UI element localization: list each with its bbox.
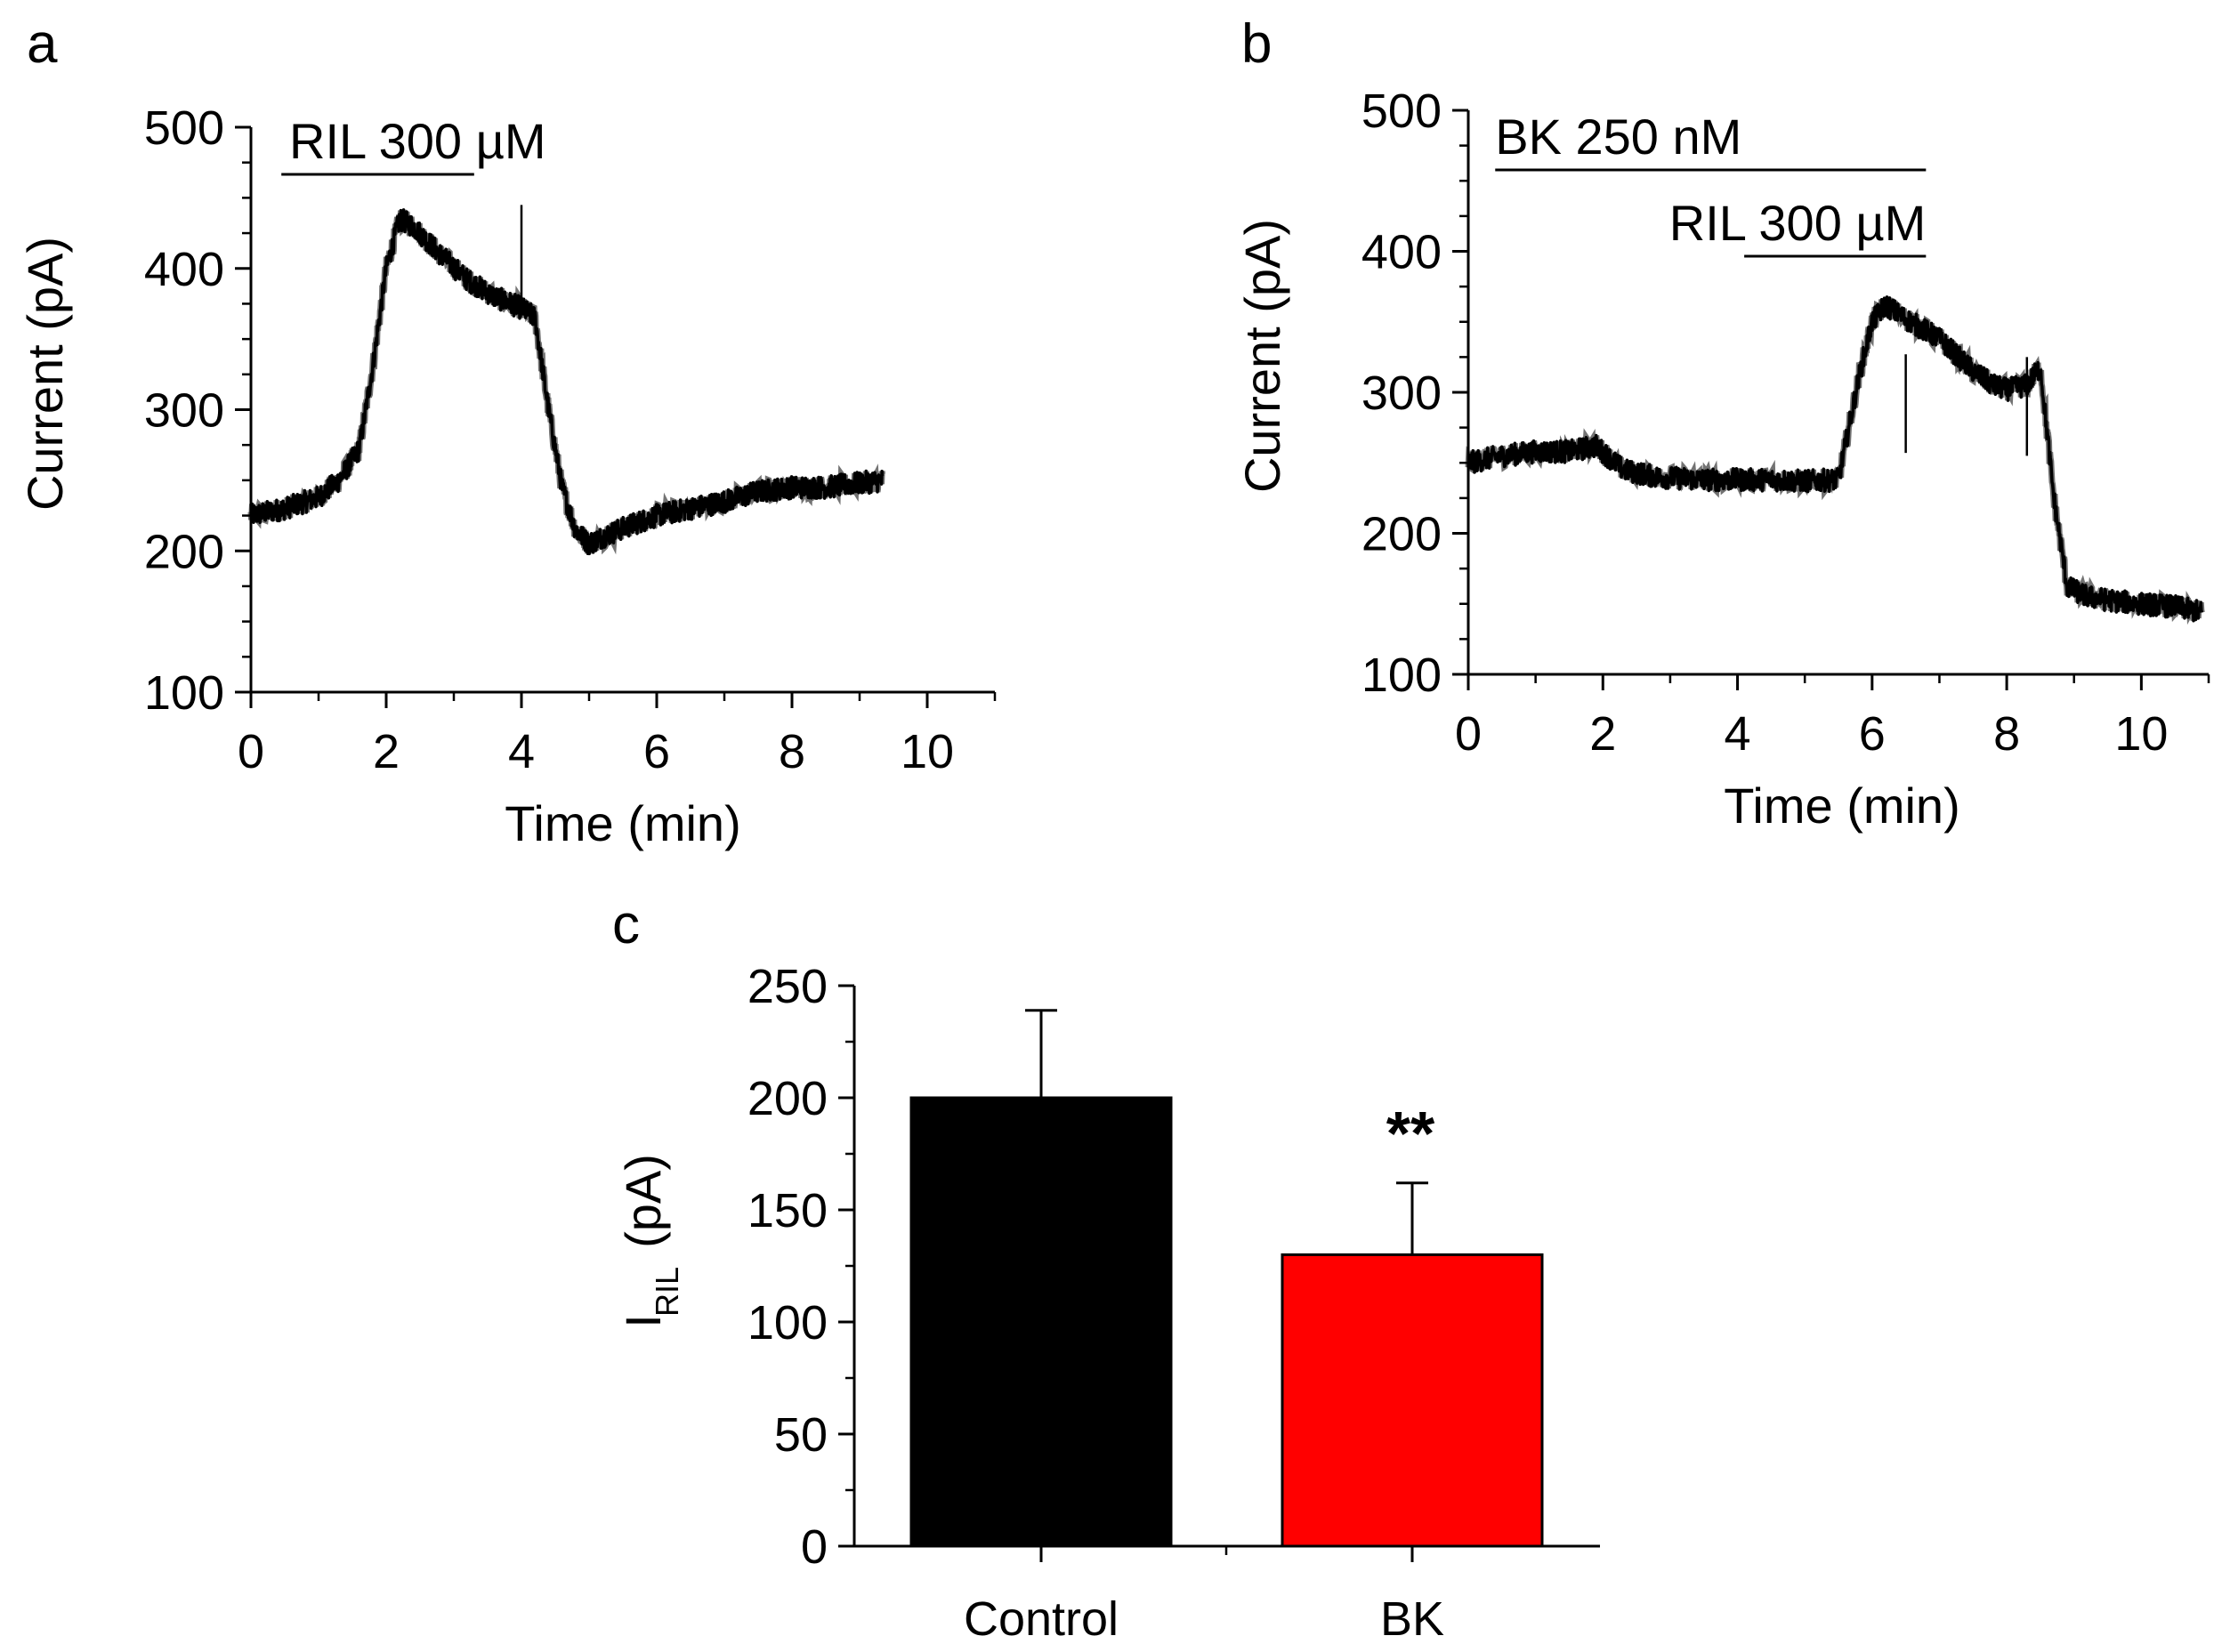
y-axis-title-a: Current (pA) xyxy=(17,237,73,511)
panel-c: c 0 50 100 150 200 250 Control BK ** I RIL (pA… xyxy=(612,894,1600,1646)
x-tick-label: 6 xyxy=(1859,707,1886,761)
x-tick-label: 10 xyxy=(2114,707,2168,761)
significance-marker: ** xyxy=(1386,1099,1435,1168)
y-tick-label: 150 xyxy=(747,1184,828,1237)
panel-letter-b: b xyxy=(1241,13,1272,75)
annotations-b: BK 250 nM RIL 300 µM xyxy=(1495,109,1927,258)
x-ticks-b: 0 2 4 6 8 10 xyxy=(1455,674,2210,761)
application-label: RIL 300 µM xyxy=(1669,195,1927,251)
y-tick-label: 50 xyxy=(774,1408,828,1462)
y-axis-title-b: Current (pA) xyxy=(1234,219,1290,493)
trace-a xyxy=(247,205,886,556)
y-tick-label: 250 xyxy=(747,960,828,1013)
panel-letter-c: c xyxy=(612,894,640,955)
y-tick-label: 300 xyxy=(144,384,224,438)
y-tick-label: 100 xyxy=(747,1296,828,1350)
y-tick-label: 100 xyxy=(1361,649,1442,702)
y-tick-label: 500 xyxy=(144,101,224,155)
y-ticks-b: 100 200 300 400 500 xyxy=(1361,85,1468,702)
y-axis-title-c-sub: RIL xyxy=(649,1267,685,1317)
trace-b xyxy=(1465,295,2205,625)
x-ticks-c: Control BK xyxy=(964,1546,1444,1646)
x-tick-label: 10 xyxy=(901,725,954,778)
annotations-a: RIL 300 µM xyxy=(281,113,546,176)
y-tick-label: 200 xyxy=(144,525,224,578)
x-axis-title-b: Time (min) xyxy=(1724,778,1959,834)
bar-control xyxy=(909,1096,1173,1548)
application-label: BK 250 nM xyxy=(1495,109,1741,165)
y-tick-label: 0 xyxy=(801,1520,828,1574)
y-axis-title-c-unit: (pA) xyxy=(615,1154,671,1248)
y-tick-label: 400 xyxy=(1361,226,1442,279)
y-tick-label: 400 xyxy=(144,243,224,296)
application-label: RIL 300 µM xyxy=(289,113,546,169)
x-axis-title-a: Time (min) xyxy=(505,795,740,851)
x-tick-label: 0 xyxy=(238,725,264,778)
x-tick-label: 2 xyxy=(373,725,400,778)
y-tick-label: 100 xyxy=(144,666,224,720)
bars-c xyxy=(909,1009,1544,1548)
y-ticks-a: 100 200 300 400 500 xyxy=(144,101,251,720)
panel-b: b 100 200 300 400 500 0 2 4 6 8 10 BK 250 nM RIL 3… xyxy=(1234,13,2210,834)
y-tick-label: 200 xyxy=(1361,508,1442,561)
panel-a: a 100 200 300 400 500 0 2 4 6 8 10 RIL 300 µM Tim… xyxy=(17,13,997,851)
y-ticks-c: 0 50 100 150 200 250 xyxy=(747,960,854,1574)
y-tick-label: 500 xyxy=(1361,85,1442,138)
y-axis-title-c: I RIL (pA) xyxy=(615,1154,685,1328)
x-tick-label: 4 xyxy=(1725,707,1751,761)
x-ticks-a: 0 2 4 6 8 10 xyxy=(238,692,997,778)
trace-band xyxy=(247,209,886,555)
x-tick-label: 2 xyxy=(1589,707,1616,761)
trace-band xyxy=(1465,296,2205,625)
bar-bk xyxy=(1281,1253,1544,1548)
x-tick-label: 8 xyxy=(1993,707,2020,761)
x-tick-label: 4 xyxy=(508,725,535,778)
x-tick-label: 8 xyxy=(779,725,805,778)
y-axis-title-c-main: I xyxy=(615,1314,671,1328)
x-tick-label: Control xyxy=(964,1592,1119,1646)
y-tick-label: 200 xyxy=(747,1072,828,1125)
y-tick-label: 300 xyxy=(1361,367,1442,420)
x-tick-label: 6 xyxy=(643,725,670,778)
x-tick-label: BK xyxy=(1380,1592,1444,1646)
x-tick-label: 0 xyxy=(1455,707,1482,761)
panel-letter-a: a xyxy=(27,13,58,75)
